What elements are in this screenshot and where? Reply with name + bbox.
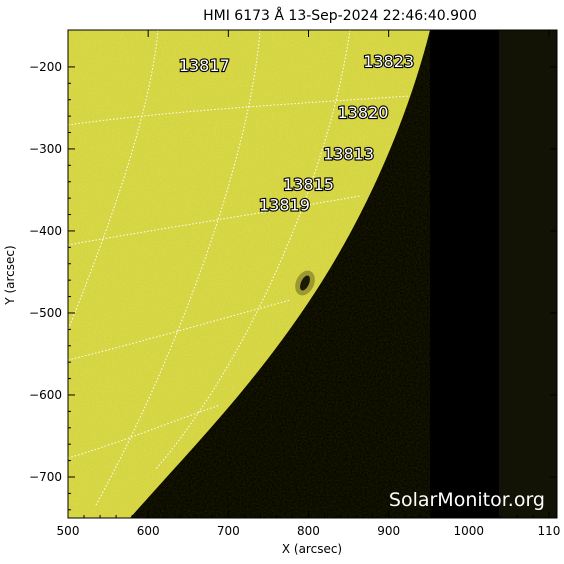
x-axis-label: X (arcsec): [282, 542, 342, 556]
grid-latitude-line: [68, 195, 361, 246]
y-axis-label: Y (arcsec): [3, 245, 17, 305]
active-region-label: 13820: [338, 103, 389, 122]
grid-longitude-line: [68, 30, 159, 331]
y-axis: −200 −300 −400 −500 −600 −700: [29, 60, 557, 511]
active-region-label: 13819: [259, 195, 310, 214]
x-tick-label: 1000: [454, 524, 485, 538]
x-tick-label: 110: [538, 524, 561, 538]
active-region-label: 13815: [283, 175, 334, 194]
granulation-texture: [68, 30, 430, 518]
active-region-label: 13817: [179, 56, 230, 75]
plot-title: HMI 6173 Å 13-Sep-2024 22:46:40.900: [203, 7, 477, 24]
sunspot: [295, 270, 315, 296]
y-tick-label: −200: [29, 60, 62, 74]
x-tick-label: 600: [137, 524, 160, 538]
y-tick-label: −700: [29, 470, 62, 484]
active-region-label: 13823: [363, 52, 414, 71]
heliographic-grid: [68, 30, 411, 506]
y-tick-label: −300: [29, 142, 62, 156]
y-tick-label: −600: [29, 388, 62, 402]
y-tick-label: −500: [29, 306, 62, 320]
grid-longitude-line: [154, 30, 351, 471]
limb-highlight: [68, 30, 430, 518]
grid-latitude-line: [68, 299, 291, 361]
image-edge-strip: [499, 30, 557, 518]
plot-frame: [67, 29, 558, 519]
x-tick-label: 800: [297, 524, 320, 538]
watermark: SolarMonitor.org: [389, 489, 545, 511]
x-tick-label: 500: [57, 524, 80, 538]
grid-longitude-line: [95, 30, 261, 506]
x-axis: 500 600 700 800 900 1000 110: [57, 30, 561, 538]
x-tick-label: 700: [217, 524, 240, 538]
y-tick-label: −400: [29, 224, 62, 238]
active-region-label: 13813: [323, 145, 374, 164]
x-tick-label: 900: [377, 524, 400, 538]
grid-latitude-line: [68, 404, 221, 459]
